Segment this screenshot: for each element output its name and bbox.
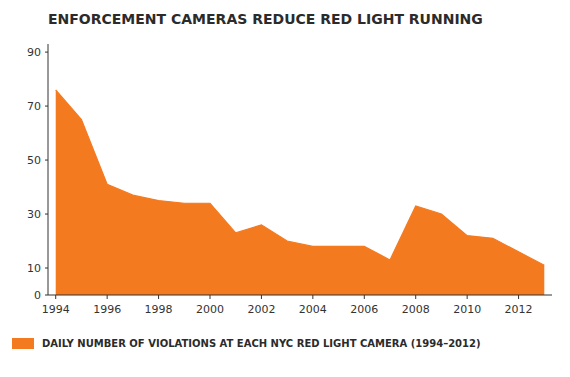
y-tick [45, 52, 48, 53]
y-tick [45, 214, 48, 215]
y-tick [45, 106, 48, 107]
x-tick-label: 2008 [402, 303, 430, 316]
x-tick-label: 2010 [453, 303, 481, 316]
x-tick-label: 1998 [145, 303, 173, 316]
x-tick-label: 2006 [350, 303, 378, 316]
x-tick-label: 2012 [505, 303, 533, 316]
y-tick-label: 70 [27, 100, 41, 113]
y-tick [45, 268, 48, 269]
x-tick [364, 295, 365, 299]
x-tick [415, 295, 416, 299]
y-tick-label: 50 [27, 154, 41, 167]
area [56, 90, 545, 295]
x-tick [261, 295, 262, 299]
x-axis-line [48, 295, 552, 296]
x-tick-label: 2000 [196, 303, 224, 316]
x-tick-label: 2002 [247, 303, 275, 316]
legend-item: DAILY NUMBER OF VIOLATIONS AT EACH NYC R… [12, 338, 481, 349]
y-tick [45, 295, 48, 296]
x-tick [518, 295, 519, 299]
legend-label: DAILY NUMBER OF VIOLATIONS AT EACH NYC R… [42, 338, 481, 349]
x-tick [55, 295, 56, 299]
x-tick-label: 1996 [93, 303, 121, 316]
legend-swatch [12, 338, 34, 349]
x-tick-label: 2004 [299, 303, 327, 316]
y-tick-label: 90 [27, 46, 41, 59]
x-tick-label: 1994 [42, 303, 70, 316]
y-tick-label: 0 [34, 289, 41, 302]
x-tick [210, 295, 211, 299]
title: ENFORCEMENT CAMERAS REDUCE RED LIGHT RUN… [48, 11, 483, 27]
x-tick [158, 295, 159, 299]
y-axis-line [48, 44, 49, 295]
x-tick [107, 295, 108, 299]
x-tick [467, 295, 468, 299]
plot-area [56, 90, 545, 295]
line [56, 90, 545, 265]
chart-svg: ENFORCEMENT CAMERAS REDUCE RED LIGHT RUN… [0, 0, 570, 377]
x-tick [312, 295, 313, 299]
y-tick-label: 30 [27, 208, 41, 221]
y-tick [45, 160, 48, 161]
chart-container: ENFORCEMENT CAMERAS REDUCE RED LIGHT RUN… [0, 0, 570, 377]
y-tick-label: 10 [27, 262, 41, 275]
